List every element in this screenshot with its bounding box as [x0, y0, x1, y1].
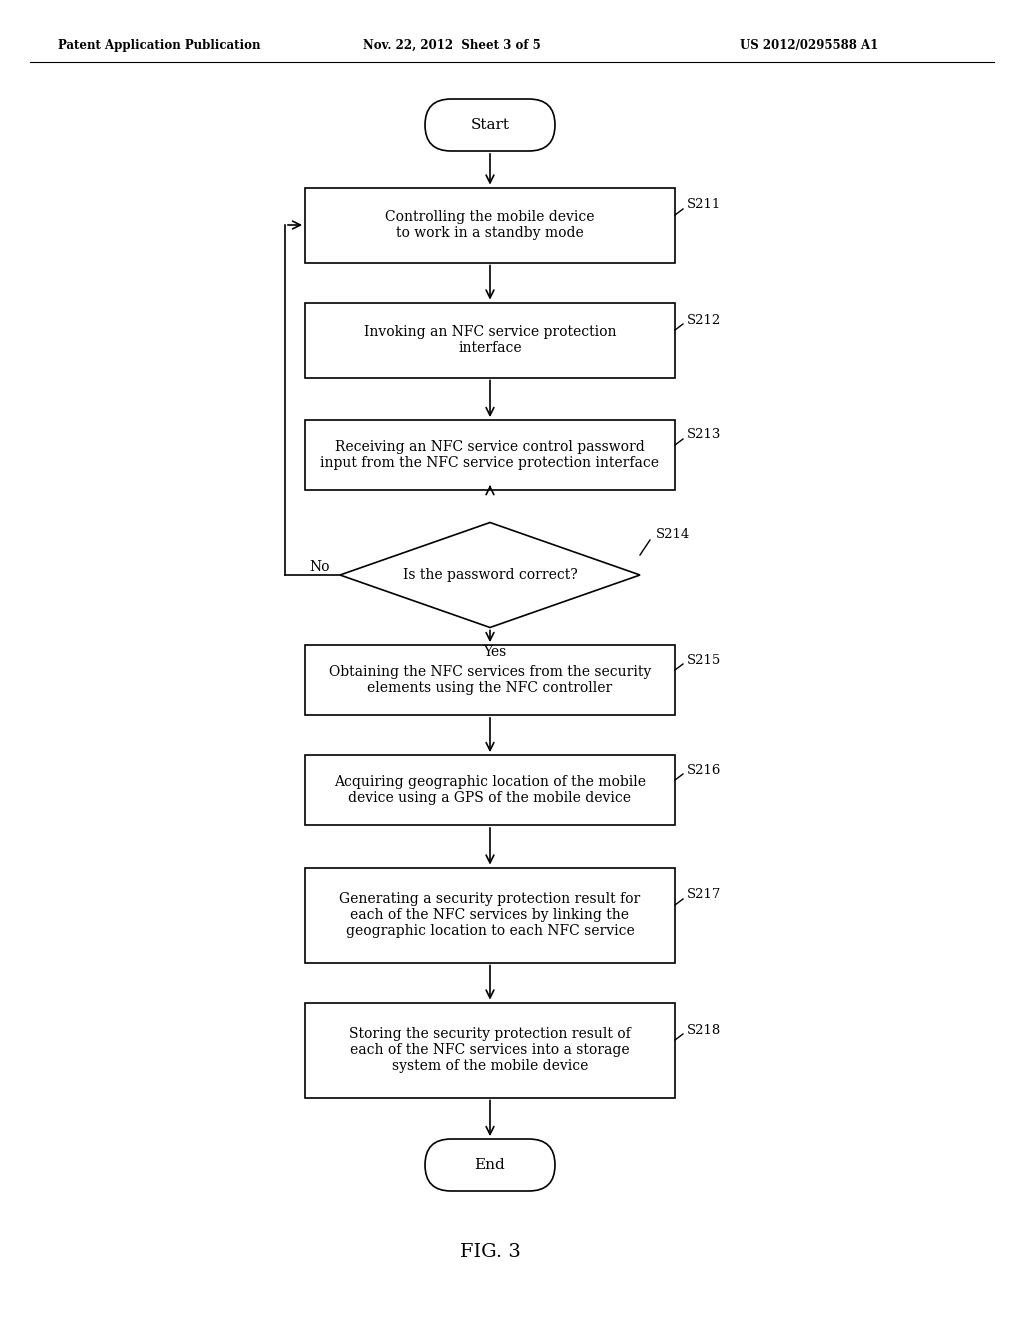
Text: Acquiring geographic location of the mobile
device using a GPS of the mobile dev: Acquiring geographic location of the mob…	[334, 775, 646, 805]
Text: Is the password correct?: Is the password correct?	[402, 568, 578, 582]
Bar	[305, 1002, 675, 1097]
Bar	[305, 420, 675, 490]
Text: S218: S218	[687, 1023, 721, 1036]
Text: No: No	[309, 560, 330, 574]
Text: S213: S213	[687, 429, 721, 441]
Text: S212: S212	[687, 314, 721, 326]
Text: Invoking an NFC service protection
interface: Invoking an NFC service protection inter…	[364, 325, 616, 355]
Text: S215: S215	[687, 653, 721, 667]
Text: Nov. 22, 2012  Sheet 3 of 5: Nov. 22, 2012 Sheet 3 of 5	[362, 38, 541, 51]
Text: Storing the security protection result of
each of the NFC services into a storag: Storing the security protection result o…	[349, 1027, 631, 1073]
Text: Controlling the mobile device
to work in a standby mode: Controlling the mobile device to work in…	[385, 210, 595, 240]
Bar	[305, 645, 675, 715]
Text: S216: S216	[687, 763, 721, 776]
Text: S217: S217	[687, 888, 721, 902]
Bar	[305, 187, 675, 263]
Text: S214: S214	[656, 528, 690, 541]
Bar	[305, 755, 675, 825]
Text: Receiving an NFC service control password
input from the NFC service protection : Receiving an NFC service control passwor…	[321, 440, 659, 470]
Text: End: End	[475, 1158, 506, 1172]
Bar	[305, 302, 675, 378]
Text: Yes: Yes	[483, 645, 507, 660]
Text: Obtaining the NFC services from the security
elements using the NFC controller: Obtaining the NFC services from the secu…	[329, 665, 651, 696]
Text: Start: Start	[470, 117, 510, 132]
Text: S211: S211	[687, 198, 721, 211]
Text: US 2012/0295588 A1: US 2012/0295588 A1	[740, 38, 879, 51]
Text: Generating a security protection result for
each of the NFC services by linking : Generating a security protection result …	[339, 892, 641, 939]
Text: Patent Application Publication: Patent Application Publication	[58, 38, 260, 51]
Bar	[305, 867, 675, 962]
Text: FIG. 3: FIG. 3	[460, 1243, 520, 1261]
